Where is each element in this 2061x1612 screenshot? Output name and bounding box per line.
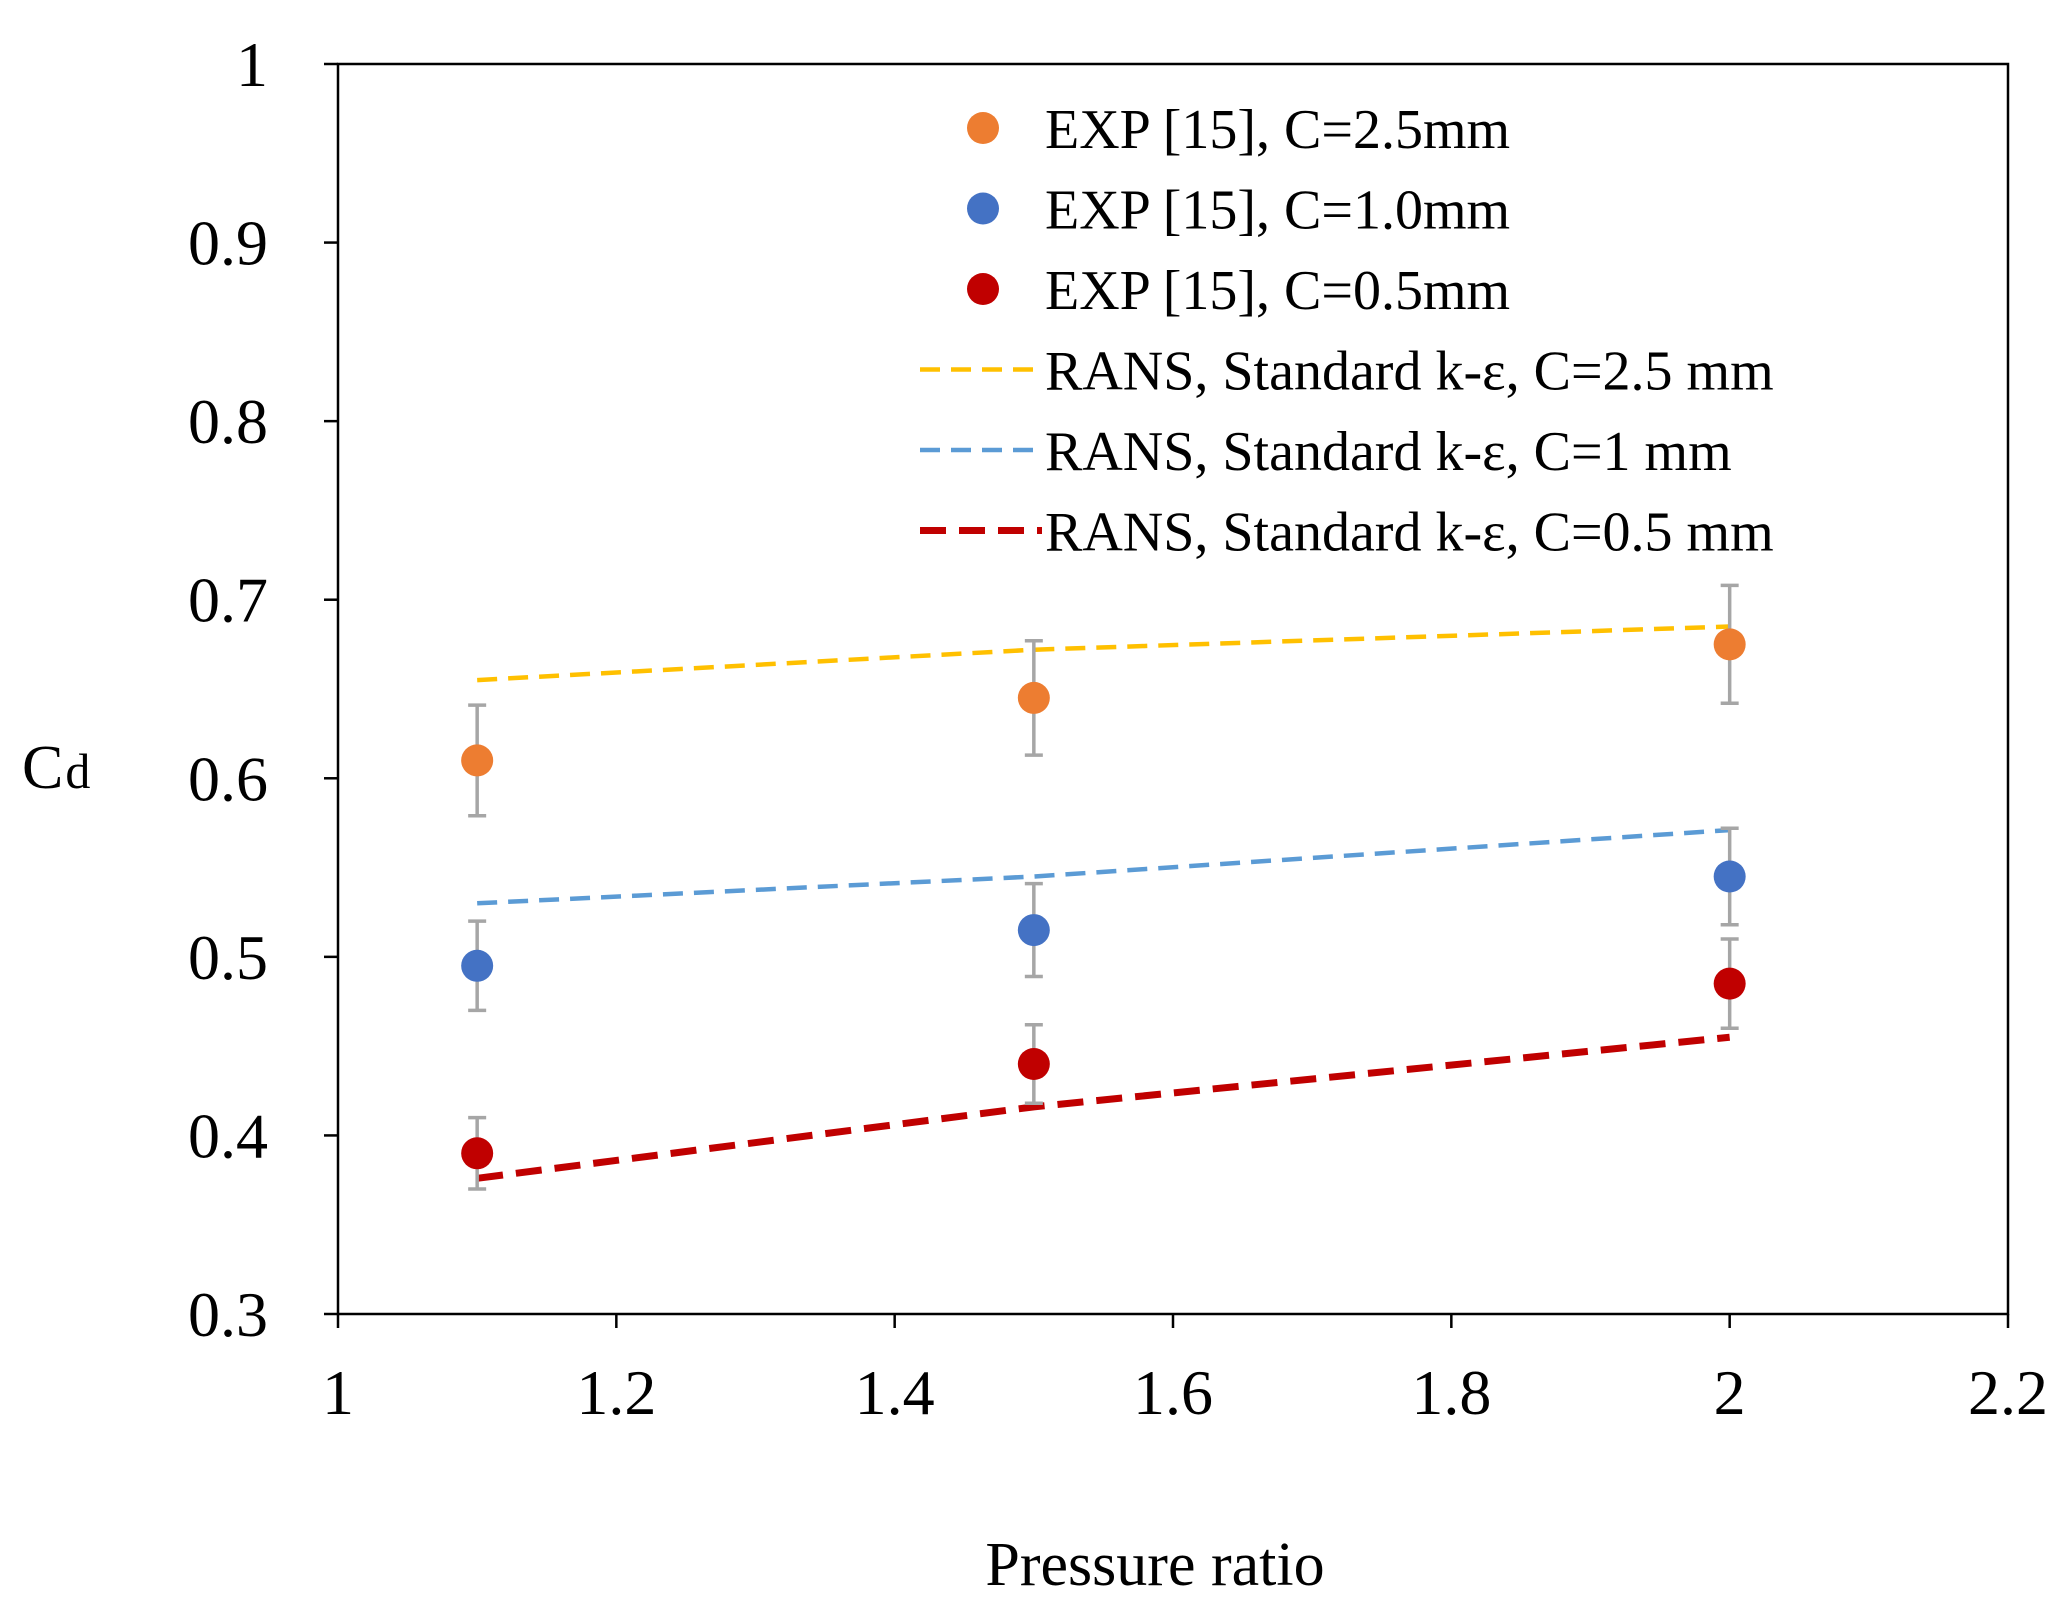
y-tick-label: 0.3 (188, 1279, 268, 1350)
legend-marker (967, 112, 999, 144)
data-point (461, 744, 494, 777)
legend-marker (967, 273, 999, 305)
data-point (1713, 628, 1746, 661)
rans-line (476, 1033, 1731, 1182)
data-point (1017, 681, 1050, 714)
legend-label: RANS, Standard k-ε, C=1 mm (1045, 421, 1732, 483)
legend-label: RANS, Standard k-ε, C=2.5 mm (1045, 341, 1774, 403)
data-point (1017, 914, 1050, 947)
legend-label: EXP [15], C=1.0mm (1045, 180, 1510, 242)
y-axis-title-main: C (22, 734, 63, 802)
y-axis-title-subscript: d (65, 743, 90, 799)
y-tick-label: 1 (236, 29, 268, 100)
x-tick-label: 1.6 (1133, 1357, 1213, 1428)
y-tick-label: 0.7 (188, 565, 268, 636)
data-point (1713, 860, 1746, 893)
y-tick-label: 0.8 (188, 386, 268, 457)
legend-label: EXP [15], C=0.5mm (1045, 260, 1510, 322)
legend-label: RANS, Standard k-ε, C=0.5 mm (1045, 502, 1774, 564)
y-tick-label: 0.6 (188, 743, 268, 814)
x-tick-label: 1 (322, 1357, 354, 1428)
x-axis-title: Pressure ratio (985, 1531, 1324, 1599)
x-tick-label: 1.8 (1411, 1357, 1491, 1428)
data-point (1017, 1048, 1050, 1080)
y-tick-label: 0.5 (188, 922, 268, 993)
data-point (461, 1137, 494, 1170)
legend-marker (967, 192, 999, 225)
series-layer (461, 583, 1746, 1191)
x-tick-label: 1.4 (855, 1357, 935, 1428)
data-point (1713, 967, 1746, 1000)
y-axis-title: Cd (22, 734, 90, 802)
data-point (461, 949, 494, 982)
legend: EXP [15], C=2.5mm EXP [15], C=1.0mm EXP [1… (920, 99, 1774, 564)
y-tick-label: 0.4 (188, 1100, 268, 1171)
legend-label: EXP [15], C=2.5mm (1045, 99, 1510, 161)
x-tick-label: 2.2 (1968, 1357, 2048, 1428)
y-tick-label: 0.9 (188, 208, 268, 279)
axes-layer: 1 1.2 1.4 1.6 1.8 2 2.2 0.3 0.4 0.5 0.6 0.7 0.8 0.9 1 (188, 29, 2048, 1428)
x-tick-label: 2 (1714, 1357, 1746, 1428)
x-tick-label: 1.2 (576, 1357, 656, 1428)
